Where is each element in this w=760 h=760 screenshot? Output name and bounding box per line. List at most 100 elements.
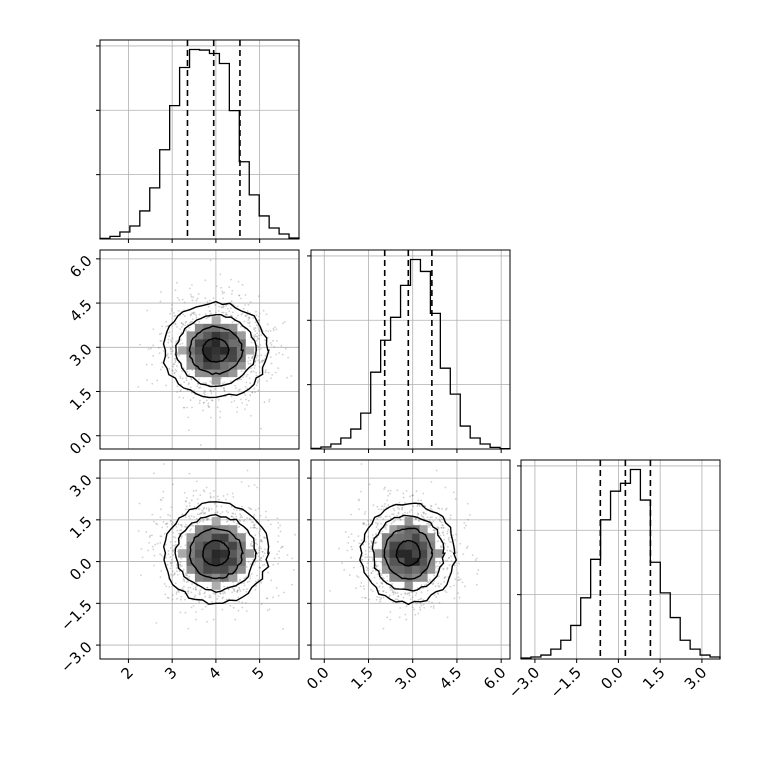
scatter-point [204, 595, 206, 598]
scatter-point [191, 406, 193, 409]
density-cell [427, 557, 436, 566]
scatter-point [441, 524, 444, 527]
scatter-point [159, 498, 162, 501]
scatter-point [223, 381, 226, 384]
scatter-point [258, 547, 260, 550]
scatter-point [440, 526, 443, 529]
scatter-point [249, 518, 252, 521]
scatter-point [437, 527, 440, 530]
scatter-point [169, 520, 172, 522]
scatter-point [209, 310, 211, 313]
scatter-point [238, 509, 241, 512]
scatter-point [375, 521, 377, 524]
scatter-point [175, 567, 178, 569]
scatter-point [466, 545, 469, 548]
scatter-point [210, 399, 213, 402]
scatter-point [262, 309, 265, 312]
scatter-point [190, 377, 193, 380]
scatter-point [372, 590, 374, 593]
scatter-point [208, 594, 211, 597]
scatter-point [258, 545, 261, 548]
scatter-point [382, 508, 385, 511]
scatter-point [196, 382, 199, 385]
histogram-step [310, 258, 511, 450]
scatter-point [184, 516, 187, 519]
density-cell [228, 338, 238, 347]
scatter-point [431, 521, 434, 524]
density-cell [396, 533, 406, 542]
scatter-point [231, 515, 234, 518]
contour-level-2 [188, 527, 244, 580]
scatter-point [417, 599, 420, 601]
scatter-point [441, 532, 444, 534]
scatter-point [205, 317, 208, 320]
scatter-point [244, 315, 247, 317]
density-cell [228, 525, 238, 534]
scatter-point [362, 522, 365, 524]
scatter-point [185, 328, 187, 331]
scatter-point [368, 556, 371, 558]
scatter-point [255, 585, 257, 588]
scatter-point [442, 526, 445, 529]
scatter-point [266, 323, 269, 326]
scatter-point [180, 525, 183, 528]
scatter-point [238, 600, 240, 603]
scatter-point [338, 547, 340, 550]
density-cell [211, 549, 221, 558]
scatter-point [208, 405, 211, 408]
density-cell [220, 549, 229, 558]
scatter-point [439, 561, 441, 564]
scatter-point [389, 611, 392, 613]
scatter-point [225, 498, 227, 501]
x-tick-label: 3.0 [392, 663, 422, 693]
y-tick-label: 3.0 [66, 471, 96, 501]
scatter-point [166, 354, 169, 357]
scatter-point [193, 516, 195, 518]
scatter-point [281, 545, 283, 548]
scatter-point [240, 313, 243, 316]
scatter-point [203, 591, 206, 594]
scatter-point [399, 519, 402, 521]
scatter-point [401, 508, 404, 511]
scatter-point [392, 601, 395, 604]
scatter-point [216, 510, 219, 513]
density-cell [203, 573, 213, 582]
scatter-point [165, 384, 167, 387]
scatter-point [394, 598, 397, 600]
density-cell [203, 354, 213, 363]
scatter-point [234, 384, 237, 387]
scatter-point [216, 406, 219, 409]
scatter-point [267, 571, 269, 574]
scatter-point [208, 596, 211, 599]
scatter-point [188, 504, 191, 507]
scatter-point [257, 348, 260, 351]
scatter-point [272, 327, 275, 330]
scatter-point [392, 507, 395, 510]
density-cell [194, 541, 204, 550]
scatter-point [251, 545, 253, 548]
density-cell [228, 549, 238, 558]
scatter-point [236, 305, 239, 308]
density-cell [381, 565, 390, 574]
scatter-point [252, 563, 255, 566]
scatter-point [364, 510, 367, 513]
scatter-point [375, 532, 377, 535]
scatter-point [431, 509, 434, 511]
scatter-point [237, 389, 240, 392]
panel-frame [99, 39, 300, 240]
scatter-point [444, 560, 447, 562]
scatter-point [139, 343, 141, 346]
density-cell [220, 323, 229, 332]
scatter-point [222, 297, 225, 300]
scatter-point [453, 584, 455, 587]
scatter-point [248, 321, 251, 324]
density-cell [228, 369, 238, 378]
scatter-point [382, 518, 385, 520]
scatter-point [466, 502, 469, 505]
scatter-point [158, 347, 160, 349]
scatter-point [184, 533, 187, 536]
scatter-point [191, 299, 194, 302]
scatter-point [422, 603, 425, 606]
scatter-point [420, 499, 422, 502]
scatter-point [255, 384, 258, 387]
